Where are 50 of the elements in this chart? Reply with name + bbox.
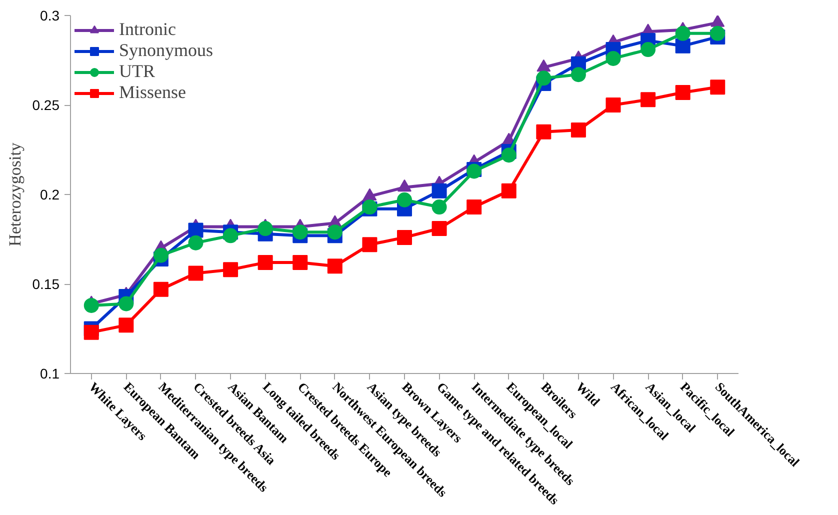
point [188,235,204,250]
point [397,192,412,208]
point [536,124,552,140]
point [710,16,725,27]
point [84,324,99,340]
point [501,183,516,198]
point [153,282,168,297]
point [118,318,134,333]
point [606,50,621,66]
point [258,255,273,270]
point [292,255,308,270]
point [292,224,308,240]
point [84,298,99,313]
point [153,248,168,263]
point [570,67,586,82]
point [223,228,238,244]
y-tick-label: 0.25 [32,97,60,113]
point [397,230,412,245]
point [640,42,656,57]
y-tick-label: 0.2 [40,186,60,202]
point [432,200,447,215]
legend-label: Synonymous [119,40,214,61]
point [188,222,204,238]
point [432,183,447,198]
point [118,296,134,312]
point [188,266,204,281]
point [606,98,621,112]
point [432,221,447,236]
point [675,26,690,41]
point [710,80,726,95]
legend-label: Intronic [119,19,176,40]
legend-label: UTR [119,61,155,82]
point [466,200,482,215]
point [570,122,586,138]
y-tick-label: 0.3 [40,8,60,24]
point [675,38,690,54]
point [675,84,690,100]
point [640,92,656,108]
y-tick-label: 0.15 [32,276,60,292]
point [710,26,726,41]
legend-label: Missense [119,82,186,103]
point [223,262,238,278]
point [327,224,342,240]
y-axis-title: Heterozygosity [5,142,24,246]
point [362,237,378,252]
point [258,221,273,236]
point [327,258,342,274]
point [501,148,516,163]
y-tick-label: 0.1 [40,366,60,382]
point [536,70,552,86]
